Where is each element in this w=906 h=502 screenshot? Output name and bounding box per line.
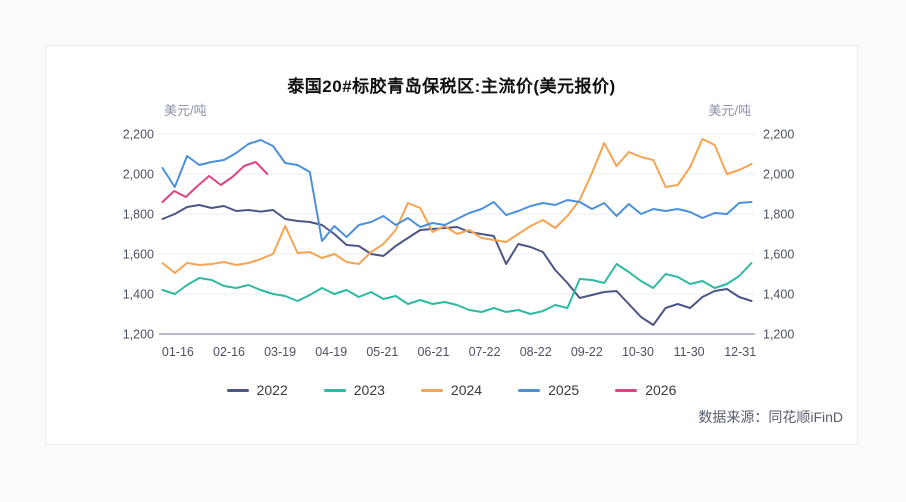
x-tick-label: 03-19 <box>264 345 296 359</box>
legend-label-2022: 2022 <box>256 382 288 398</box>
y-axis-unit-right: 美元/吨 <box>708 103 751 118</box>
series-line-2026 <box>161 161 269 203</box>
x-tick-label: 09-22 <box>571 345 603 359</box>
legend-swatch-2023 <box>323 388 346 392</box>
series-line-2025 <box>161 139 753 242</box>
legend-item-2025[interactable]: 2025 <box>518 382 579 398</box>
x-tick-label: 08-22 <box>520 345 552 359</box>
x-tick-label: 01-16 <box>162 345 194 359</box>
y-tick-label-right: 1,200 <box>763 328 794 342</box>
y-axis-unit-left: 美元/吨 <box>164 103 207 118</box>
chart-legend: 2022 2023 2024 2025 2026 <box>46 382 857 398</box>
x-tick-label: 10-30 <box>622 345 654 359</box>
legend-label-2025: 2025 <box>548 382 580 398</box>
legend-item-2026[interactable]: 2026 <box>615 382 676 398</box>
legend-item-2023[interactable]: 2023 <box>323 382 385 398</box>
y-tick-label-right: 2,200 <box>763 128 794 142</box>
x-tick-label: 02-16 <box>213 345 245 359</box>
plot-area: 2,200 2,200 2,000 2,000 1,800 1,800 1,600 1,600… <box>123 128 795 360</box>
legend-swatch-2024 <box>420 388 443 392</box>
y-tick-label-left: 1,400 <box>123 288 154 302</box>
legend-label-2026: 2026 <box>645 382 677 398</box>
series-line-2023 <box>161 262 753 315</box>
series-line-2022 <box>161 204 753 326</box>
series-line-2024 <box>161 138 753 274</box>
y-tick-label-right: 1,800 <box>763 208 794 222</box>
y-tick-label-left: 1,800 <box>123 208 154 222</box>
x-tick-label: 04-19 <box>315 345 347 359</box>
legend-item-2024[interactable]: 2024 <box>420 382 483 398</box>
legend-swatch-2025 <box>518 388 541 392</box>
y-tick-label-right: 1,400 <box>763 288 794 302</box>
x-tick-label: 12-31 <box>724 345 756 359</box>
legend-label-2024: 2024 <box>450 382 483 398</box>
legend-swatch-2026 <box>615 388 638 392</box>
y-tick-label-right: 1,600 <box>763 248 794 262</box>
x-tick-label: 07-22 <box>469 345 501 359</box>
legend-swatch-2022 <box>226 388 249 392</box>
x-tick-label: 11-30 <box>674 345 705 359</box>
y-tick-label-right: 2,000 <box>763 168 794 182</box>
legend-item-2022[interactable]: 2022 <box>226 382 288 398</box>
y-tick-label-left: 1,600 <box>123 248 154 262</box>
chart-card: 泰国20#标胶青岛保税区:主流价(美元报价) 美元/吨 美元/吨 2,200 2,… <box>45 45 858 445</box>
y-tick-label-left: 2,000 <box>123 168 154 182</box>
x-tick-label: 06-21 <box>417 345 449 359</box>
y-tick-label-left: 1,200 <box>123 328 154 342</box>
legend-label-2023: 2023 <box>353 382 385 398</box>
chart-title: 泰国20#标胶青岛保税区:主流价(美元报价) <box>287 77 616 96</box>
data-source-note: 数据来源：同花顺iFinD <box>698 409 843 425</box>
y-tick-label-left: 2,200 <box>123 128 154 142</box>
x-tick-label: 05-21 <box>366 345 398 359</box>
